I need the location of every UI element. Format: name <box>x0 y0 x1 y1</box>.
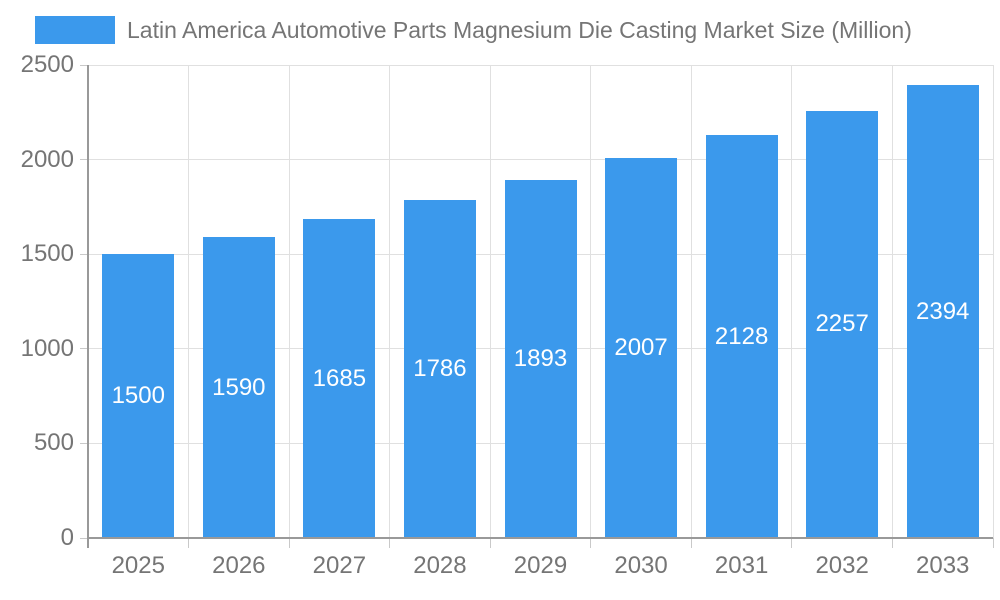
bar-value-label: 2257 <box>815 310 869 338</box>
x-axis-tick <box>389 538 391 548</box>
x-axis-tick <box>188 538 190 548</box>
x-tick-label: 2031 <box>714 552 769 579</box>
bar[interactable] <box>705 135 778 538</box>
y-tick-label: 2500 <box>20 51 74 78</box>
gridline-v <box>590 65 592 538</box>
gridline-v <box>188 65 190 538</box>
bar-value-label: 1685 <box>312 364 367 392</box>
bar-value-label: 2394 <box>916 297 970 325</box>
bar[interactable] <box>202 237 275 538</box>
y-tick-label: 1000 <box>20 334 74 362</box>
x-axis-tick <box>489 538 491 548</box>
x-axis-tick <box>891 538 893 548</box>
x-axis-tick <box>288 538 290 548</box>
gridline-v <box>489 65 491 538</box>
gridline-v <box>791 65 793 538</box>
x-axis-tick <box>690 538 692 548</box>
y-axis-tick <box>80 64 88 66</box>
y-axis-tick <box>80 253 88 255</box>
bar[interactable] <box>504 179 577 538</box>
y-axis-tick <box>80 159 88 161</box>
x-tick-label: 2026 <box>212 552 266 579</box>
x-tick-label: 2030 <box>614 552 668 579</box>
bar-value-label: 1786 <box>413 355 467 383</box>
bar[interactable] <box>303 219 376 538</box>
y-tick-label: 2000 <box>20 145 74 173</box>
x-axis-line <box>87 537 993 539</box>
x-tick-label: 2025 <box>111 552 165 579</box>
gridline-v <box>288 65 290 538</box>
bar[interactable] <box>403 200 476 538</box>
y-axis-tick <box>80 348 88 350</box>
x-axis-tick <box>791 538 793 548</box>
bar[interactable] <box>806 110 879 538</box>
bar-value-label: 2128 <box>714 322 769 350</box>
bar-value-label: 1590 <box>212 373 266 401</box>
x-tick-label: 2029 <box>513 552 568 579</box>
y-axis-line <box>87 65 89 548</box>
bar-value-label: 1893 <box>513 344 568 372</box>
bar[interactable] <box>102 254 175 538</box>
y-tick-label: 1500 <box>20 240 74 268</box>
legend-swatch-icon <box>35 16 115 44</box>
bar-value-label: 2007 <box>614 334 668 362</box>
x-tick-label: 2028 <box>413 552 467 579</box>
gridline-v <box>891 65 893 538</box>
y-axis-tick <box>80 442 88 444</box>
x-axis-tick <box>590 538 592 548</box>
y-tick-label: 0 <box>60 524 74 551</box>
legend[interactable]: Latin America Automotive Parts Magnesium… <box>35 16 912 44</box>
gridline-h <box>88 159 993 161</box>
legend-label: Latin America Automotive Parts Magnesium… <box>127 17 912 43</box>
x-tick-label: 2033 <box>916 552 970 579</box>
bar[interactable] <box>906 85 979 538</box>
x-axis-tick <box>992 538 994 548</box>
gridline-h <box>88 64 993 66</box>
bar[interactable] <box>605 158 678 538</box>
gridline-v <box>389 65 391 538</box>
x-tick-label: 2032 <box>815 552 869 579</box>
bar-value-label: 1500 <box>111 382 165 410</box>
x-tick-label: 2027 <box>312 552 367 579</box>
y-axis-tick <box>80 537 88 539</box>
y-tick-label: 500 <box>33 429 74 457</box>
gridline-v <box>690 65 692 538</box>
gridline-v <box>992 65 994 538</box>
